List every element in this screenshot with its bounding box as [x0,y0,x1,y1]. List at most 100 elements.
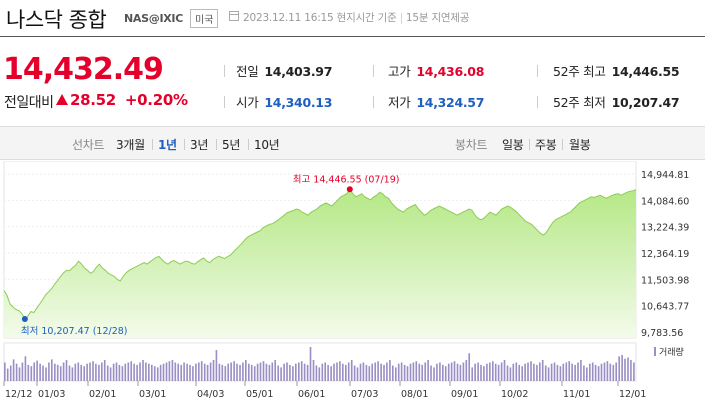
volume-bar [183,362,185,381]
price-area [4,189,636,338]
volume-bar [156,367,159,381]
change-label: 전일대비 [4,95,54,111]
time-basis: 현지시간 기준 [336,12,397,24]
range-10y-button[interactable]: 10년 [254,138,280,152]
volume-bar [506,365,509,381]
volume-bar [383,364,385,381]
max-marker [346,186,353,193]
volume-bar [612,364,615,381]
volume-bar [33,362,36,381]
toolbar-separator [216,139,217,150]
x-tick-label: 05/01 [246,389,273,400]
volume-bar [286,362,288,381]
stat-low: 저가 14,324.57 [388,92,484,111]
stat-value: 14,340.13 [264,95,333,110]
up-triangle-icon [56,94,68,105]
country-badge: 미국 [190,9,219,28]
volume-bar [45,367,47,381]
range-1y-button[interactable]: 1년 [158,138,177,152]
volume-bar [312,360,315,381]
volume-bar [468,353,471,381]
volume-bar [562,363,565,381]
volume-bar [609,363,612,381]
range-3m-button[interactable]: 3개월 [116,138,145,152]
volume-bar [547,367,550,381]
chart-svg: 14,944.81 14,084.60 13,224.39 12,364.19 11,5… [3,160,689,400]
stat-value: 14,446.55 [611,64,680,79]
volume-bar [556,364,559,381]
period-daily-button[interactable]: 일봉 [502,138,524,152]
header-divider [0,36,705,37]
volume-bar [421,364,424,381]
stat-label: 52주 최저 [553,95,606,110]
volume-bar [392,365,394,381]
volume-bar [380,363,382,381]
candle-chart-label[interactable]: 봉차트 [455,138,488,152]
volume-bar [533,363,535,381]
stat-prev-close: 전일 14,403.97 [236,61,332,80]
volume-bar [577,362,579,381]
range-3y-button[interactable]: 3년 [190,138,209,152]
volume-bar [236,363,238,381]
toolbar-separator [184,139,185,150]
volume-bar [436,363,438,381]
volume-bar [115,362,118,381]
volume-bar [494,363,497,381]
volume-bar [433,367,435,381]
volume-bar [162,363,165,381]
volume-bar [315,365,318,381]
volume-bar [515,362,518,381]
change-value: 28.52 +0.20% [56,91,188,109]
volume-bar [359,363,362,381]
volume-bar [342,363,344,381]
y-tick-label: 14,084.60 [641,196,689,207]
volume-bar [559,366,562,381]
volume-bar [9,365,12,381]
volume-legend-swatch [654,347,656,356]
stat-52w-high: 52주 최고 14,446.55 [553,61,680,80]
volume-bar [500,362,503,381]
volume-bar [145,362,147,381]
timestamp-line: 2023.12.11 16:15 현지시간 기준 | 15분 지연제공 [243,10,470,25]
volume-bar [124,363,127,381]
min-annotation: 최저 10,207.47 (12/28) [21,326,128,337]
line-chart-label[interactable]: 선차트 [72,138,105,152]
volume-bar [206,364,209,381]
volume-bar [591,362,594,381]
x-tick-label: 09/01 [451,389,478,400]
volume-bar [403,364,406,381]
volume-bar [253,366,256,381]
period-weekly-button[interactable]: 주봉 [535,138,557,152]
stat-open: 시가 14,340.13 [236,92,332,111]
stat-divider [224,96,225,108]
volume-bar [80,364,83,381]
volume-bar [54,363,56,381]
volume-bar [415,361,418,381]
period-monthly-button[interactable]: 월봉 [569,138,591,152]
volume-bar [212,360,215,381]
volume-bar [71,367,74,381]
volume-bar [42,365,44,381]
stat-divider [373,65,374,77]
volume-bar [24,356,27,381]
volume-bar [627,357,629,381]
volume-bar [30,366,33,381]
volume-label: 거래량 [659,346,684,358]
volume-bar [550,363,553,381]
volume-bar [62,362,65,381]
volume-bar [101,362,103,381]
stat-label: 고가 [388,64,411,79]
x-tick-label: 08/01 [401,389,428,400]
volume-bar [109,367,112,381]
volume-bar [289,364,291,381]
volume-bar [136,364,138,381]
volume-bar [171,360,174,381]
range-5y-button[interactable]: 5년 [222,138,241,152]
volume-bar [474,363,476,381]
volume-bar [606,361,609,381]
volume-bar [386,362,388,381]
volume-bar [574,364,576,381]
y-tick-label: 12,364.19 [641,249,689,260]
price-chart[interactable]: 14,944.81 14,084.60 13,224.39 12,364.19 11,5… [0,160,705,408]
volume-bar [230,362,232,381]
